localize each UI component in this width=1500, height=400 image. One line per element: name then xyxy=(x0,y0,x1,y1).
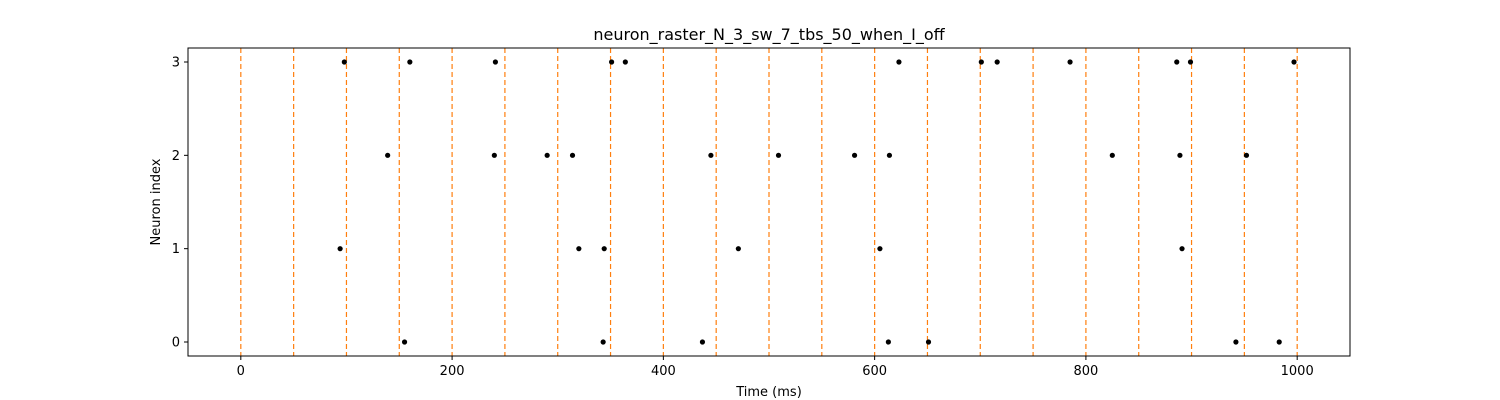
x-tick-label-800: 800 xyxy=(1073,364,1098,379)
spike-neuron-3-6 xyxy=(978,59,984,65)
plot-frame xyxy=(187,47,1351,357)
spike-neuron-3-10 xyxy=(1187,59,1194,65)
spike-neuron-2-4 xyxy=(708,152,714,158)
spike-neuron-3-5 xyxy=(896,59,902,65)
spike-neuron-2-5 xyxy=(775,152,782,158)
x-tick-label-0: 0 xyxy=(237,364,245,379)
x-tick-label-600: 600 xyxy=(862,364,887,379)
spike-neuron-3-11 xyxy=(1291,59,1297,65)
spike-neuron-2-3 xyxy=(569,152,576,158)
spike-neuron-2-9 xyxy=(1177,152,1183,158)
x-tick-label-1000: 1000 xyxy=(1281,364,1314,379)
spike-neuron-3-4 xyxy=(622,59,628,65)
spike-neuron-1-3 xyxy=(735,246,741,252)
spike-neuron-1-2 xyxy=(601,246,607,252)
spike-points xyxy=(337,59,1297,345)
spike-neuron-0-0 xyxy=(401,339,408,345)
x-axis-ticks: 0 200 400 600 800 1000 xyxy=(237,356,1314,379)
spike-neuron-2-1 xyxy=(491,152,497,158)
spike-neuron-3-9 xyxy=(1174,59,1180,65)
spike-neuron-1-4 xyxy=(877,246,883,252)
spike-neuron-2-2 xyxy=(544,152,550,158)
spike-neuron-2-8 xyxy=(1109,152,1115,158)
spike-neuron-2-10 xyxy=(1243,152,1250,158)
spike-neuron-0-3 xyxy=(885,339,891,345)
y-axis-label: Neuron index xyxy=(149,158,164,245)
y-tick-label-0: 0 xyxy=(172,336,180,351)
y-tick-label-2: 2 xyxy=(172,149,180,164)
spike-neuron-1-5 xyxy=(1179,246,1185,252)
x-tick-label-200: 200 xyxy=(440,364,465,379)
spike-neuron-2-7 xyxy=(886,152,893,158)
spike-neuron-1-0 xyxy=(337,246,343,252)
spike-neuron-3-2 xyxy=(492,59,499,65)
spike-neuron-0-1 xyxy=(600,339,606,345)
y-axis-ticks: 0 1 2 3 xyxy=(172,56,188,351)
spike-neuron-2-6 xyxy=(851,152,858,158)
spike-neuron-3-3 xyxy=(609,59,615,65)
spike-neuron-0-2 xyxy=(699,339,706,345)
y-tick-label-3: 3 xyxy=(172,56,180,71)
spike-neuron-0-4 xyxy=(925,339,932,345)
spike-neuron-3-1 xyxy=(407,59,413,65)
spike-neuron-0-6 xyxy=(1276,339,1282,345)
spike-neuron-2-0 xyxy=(385,152,391,158)
spike-neuron-0-5 xyxy=(1233,339,1239,345)
spike-neuron-3-7 xyxy=(994,59,1000,65)
event-lines xyxy=(240,48,1298,356)
spike-neuron-1-1 xyxy=(576,246,582,252)
y-tick-label-1: 1 xyxy=(172,242,180,257)
x-axis-label: Time (ms) xyxy=(735,385,802,400)
x-tick-label-400: 400 xyxy=(651,364,676,379)
spike-neuron-3-8 xyxy=(1067,59,1073,65)
chart-title: neuron_raster_N_3_sw_7_tbs_50_when_I_off xyxy=(593,25,945,45)
spike-neuron-3-0 xyxy=(341,59,347,65)
